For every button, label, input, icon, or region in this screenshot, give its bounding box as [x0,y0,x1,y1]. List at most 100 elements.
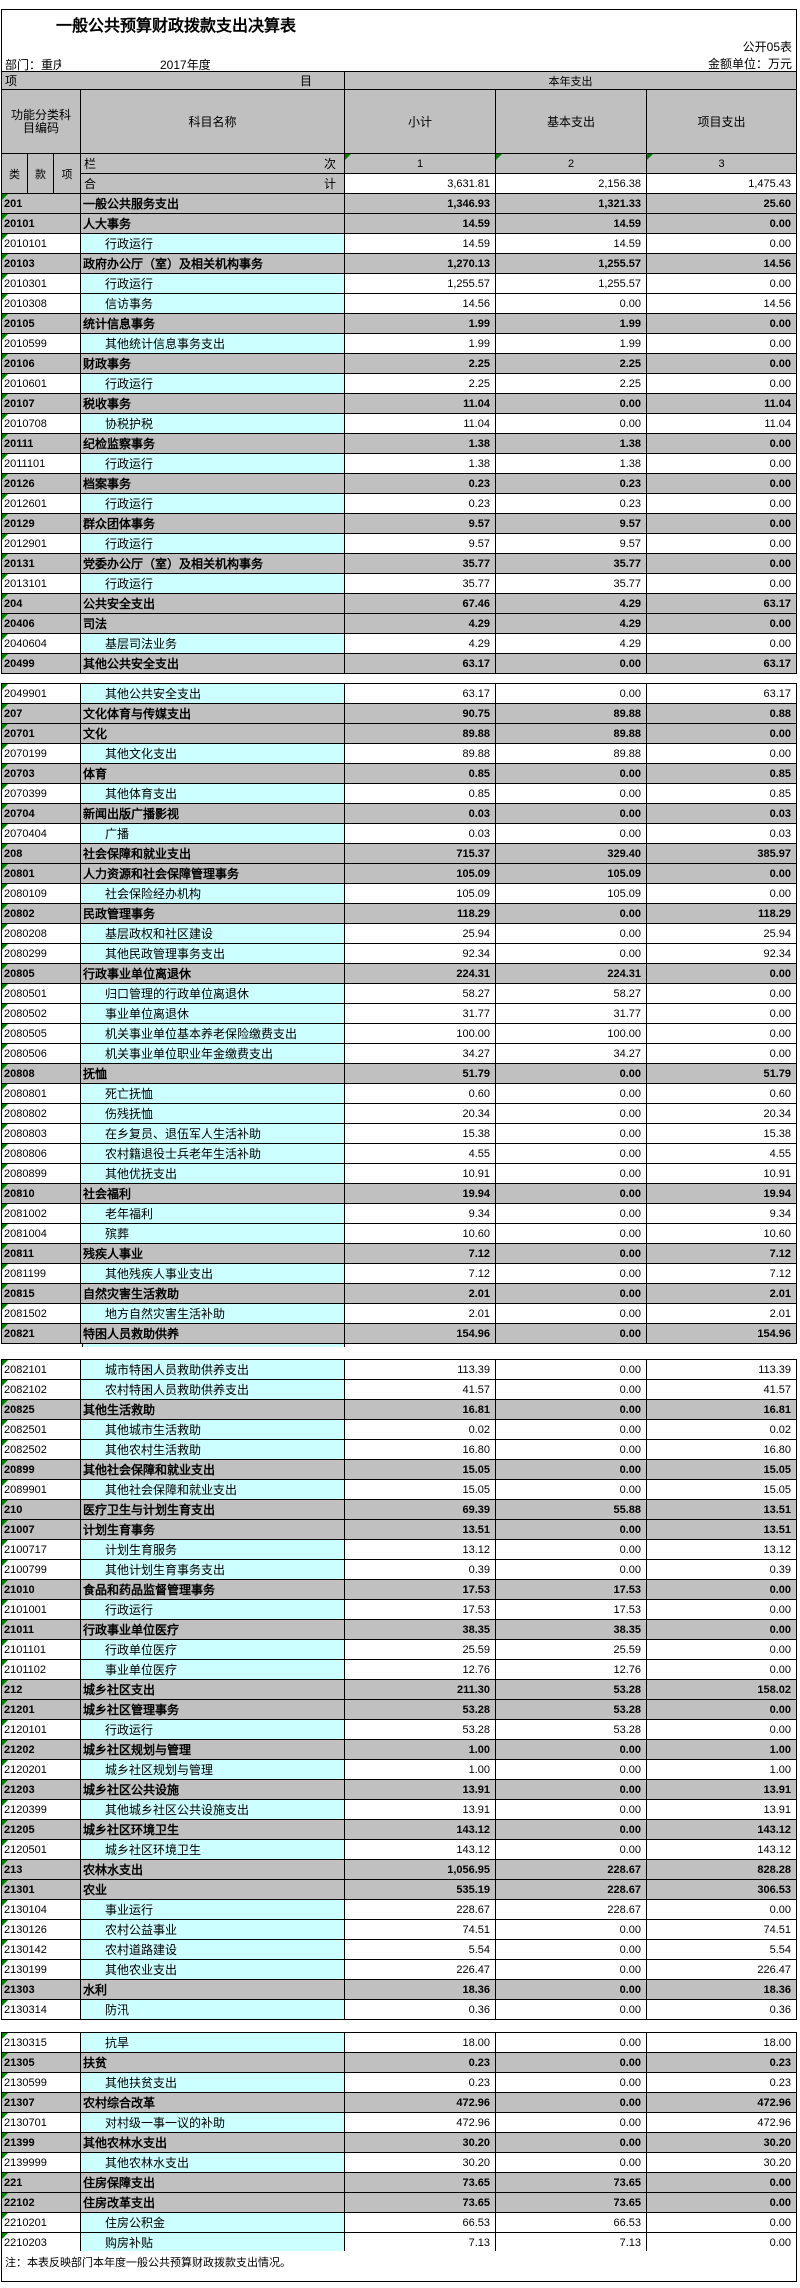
subtotal-cell: 17.53 [344,1579,497,1600]
project-expense-cell: 16.81 [646,1399,798,1420]
row-code-cell: 2120201 [1,1759,81,1780]
table-row: 2080505 机关事业单位基本养老保险缴费支出 100.00 100.00 0.00 [1,1023,798,1044]
basic-expense-cell: 0.00 [495,2032,648,2053]
row-code-cell: 210 [1,1499,81,1520]
subtotal-cell: 35.77 [344,553,497,574]
table-row: 204 公共安全支出 67.46 4.29 63.17 [1,593,798,614]
subject-name-cell: 人大事务 [79,213,346,234]
project-expense-cell: 25.60 [646,193,798,214]
class-header: 类 [1,153,28,194]
table-row: 2082501 其他城市生活救助 0.02 0.00 0.02 [1,1419,798,1440]
subtotal-cell: 1,346.93 [344,193,497,214]
table-row: 2082101 城市特困人员救助供养支出 113.39 0.00 113.39 [1,1359,798,1380]
subject-name-cell: 住房公积金 [79,2212,346,2233]
table-row: 2101101 行政单位医疗 25.59 25.59 0.00 [1,1639,798,1660]
basic-expense-cell: 0.00 [495,1439,648,1460]
table-row: 2210203 购房补贴 7.13 7.13 0.00 [1,2232,798,2253]
basic-expense-cell: 89.88 [495,703,648,724]
table-row: 21202 城乡社区规划与管理 1.00 0.00 1.00 [1,1739,798,1760]
subtotal-cell: 2.01 [344,1283,497,1304]
project-expense-cell: 0.00 [646,1719,798,1740]
project-expense-cell: 9.34 [646,1203,798,1224]
project-expense-cell: 10.91 [646,1163,798,1184]
subtotal-cell: 17.53 [344,1599,497,1620]
project-expense-cell: 13.12 [646,1539,798,1560]
subject-name-cell: 水利 [79,1979,346,2000]
table-row: 221 住房保障支出 73.65 73.65 0.00 [1,2172,798,2193]
subject-name-cell: 住房改革支出 [79,2192,346,2213]
subtotal-cell: 69.39 [344,1499,497,1520]
project-expense-cell: 158.02 [646,1679,798,1700]
subtotal-cell: 0.23 [344,2072,497,2093]
project-expense-cell: 10.60 [646,1223,798,1244]
subtotal-cell: 9.57 [344,513,497,534]
subtotal-cell: 7.12 [344,1263,497,1284]
project-expense-cell: 0.00 [646,313,798,334]
basic-expense-cell: 0.00 [495,1183,648,1204]
basic-expense-cell: 228.67 [495,1879,648,1900]
subject-name-cell: 计划生育事务 [79,1519,346,1540]
table-row: 2081004 殡葬 10.60 0.00 10.60 [1,1223,798,1244]
row-code-cell: 2010301 [1,273,81,294]
department-prefix: 部门： [5,58,42,72]
basic-expense-cell: 0.00 [495,783,648,804]
subject-name-cell: 党委办公厅（室）及相关机构事务 [79,553,346,574]
subtotal-cell: 113.39 [344,1359,497,1380]
subtotal-cell: 0.03 [344,823,497,844]
subtotal-cell: 105.09 [344,863,497,884]
subject-name-cell: 政府办公厅（室）及相关机构事务 [79,253,346,274]
row-code-cell: 2130142 [1,1939,81,1960]
subtotal-cell: 74.51 [344,1919,497,1940]
table-row: 21010 食品和药品监督管理事务 17.53 17.53 0.00 [1,1579,798,1600]
row-code-cell: 2130104 [1,1899,81,1920]
table-row: 20101 人大事务 14.59 14.59 0.00 [1,213,798,234]
subject-name-cell: 事业运行 [79,1899,346,1920]
row-code-cell: 20811 [1,1243,81,1264]
table-row: 2081502 地方自然灾害生活补助 2.01 0.00 2.01 [1,1303,798,1324]
subtotal-cell: 7.13 [344,2232,497,2253]
subtotal-cell: 0.02 [344,1419,497,1440]
table-row: 2130104 事业运行 228.67 228.67 0.00 [1,1899,798,1920]
basic-expense-cell: 34.27 [495,1043,648,1064]
row-code-cell: 21010 [1,1579,81,1600]
subject-name-cell: 其他残疾人事业支出 [79,1263,346,1284]
subject-name-cell: 人力资源和社会保障管理事务 [79,863,346,884]
subtotal-cell: 66.53 [344,2212,497,2233]
subject-name-cell: 城乡社区公共设施 [79,1779,346,1800]
row-code-cell: 208 [1,843,81,864]
subject-name-cell: 其他民政管理事务支出 [79,943,346,964]
subject-name-cell: 事业单位医疗 [79,1659,346,1680]
row-code-cell: 20131 [1,553,81,574]
page-break-gap [1,2019,797,2033]
table-row: 2080299 其他民政管理事务支出 92.34 0.00 92.34 [1,943,798,964]
subject-name-cell: 归口管理的行政单位离退休 [79,983,346,1004]
subtotal-cell: 51.79 [344,1063,497,1084]
subject-name-cell: 行政事业单位离退休 [79,963,346,984]
basic-expense-cell: 0.00 [495,923,648,944]
basic-expense-cell: 1.99 [495,313,648,334]
project-expense-cell: 0.00 [646,233,798,254]
project-expense-cell: 0.23 [646,2052,798,2073]
row-code-cell: 2130314 [1,1999,81,2020]
table-row: 20126 档案事务 0.23 0.23 0.00 [1,473,798,494]
row-code-cell: 2040604 [1,633,81,654]
project-expense-header: 项目支出 [646,89,798,154]
fiscal-year-label: 2017年度 [160,58,211,72]
basic-expense-cell: 53.28 [495,1699,648,1720]
table-row: 2100717 计划生育服务 13.12 0.00 13.12 [1,1539,798,1560]
subject-name-cell: 特困人员救助供养 [79,1323,346,1344]
basic-expense-cell: 58.27 [495,983,648,1004]
department-value: 重庆 [41,58,61,72]
project-expense-cell: 0.00 [646,1619,798,1640]
row-code-cell: 2080208 [1,923,81,944]
subtotal-cell: 1.00 [344,1739,497,1760]
row-code-cell: 20810 [1,1183,81,1204]
row-code-cell: 20815 [1,1283,81,1304]
subtotal-cell: 16.81 [344,1399,497,1420]
subtotal-cell: 1,270.13 [344,253,497,274]
project-expense-cell: 0.00 [646,433,798,454]
table-row: 2130315 抗旱 18.00 0.00 18.00 [1,2032,798,2053]
table-row: 21203 城乡社区公共设施 13.91 0.00 13.91 [1,1779,798,1800]
row-code-cell: 2012601 [1,493,81,514]
subject-name-cell: 防汛 [79,1999,346,2020]
